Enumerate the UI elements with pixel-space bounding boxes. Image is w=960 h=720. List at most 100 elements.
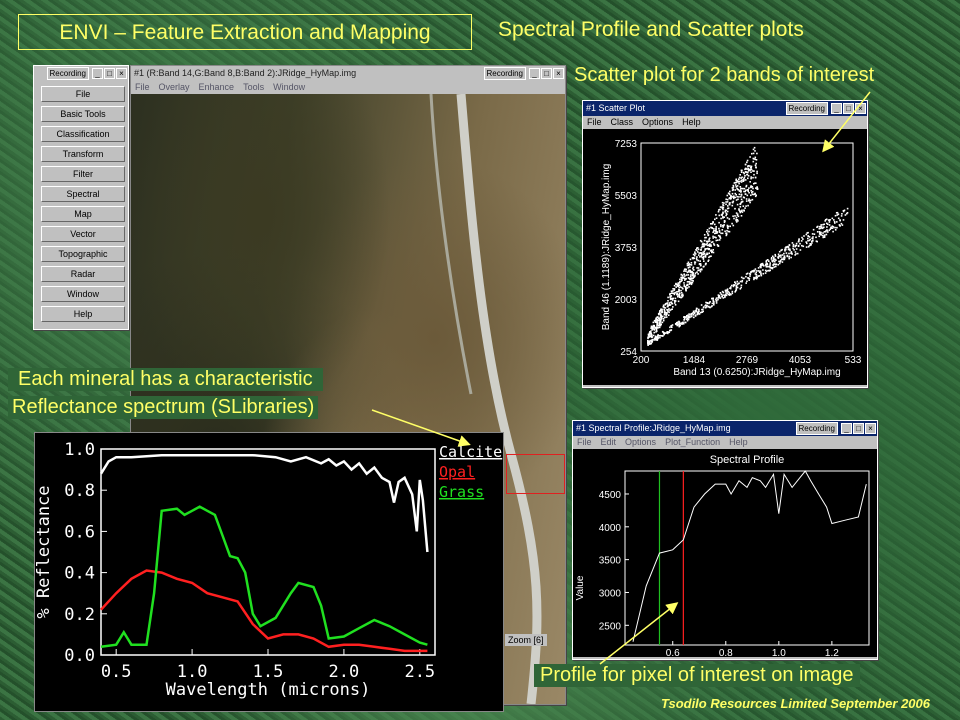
scatter-point <box>739 174 741 176</box>
menu-help[interactable]: Help <box>729 437 748 447</box>
scatter-point <box>705 301 707 304</box>
scatter-point <box>689 282 692 284</box>
scatter-point <box>647 344 649 346</box>
scatter-point <box>702 266 705 268</box>
menu-options[interactable]: Options <box>642 117 674 127</box>
scatter-point <box>747 190 749 192</box>
menu-spectral-button[interactable]: Spectral <box>41 186 125 202</box>
scatter-point <box>729 197 731 199</box>
scatter-point <box>784 250 786 252</box>
maximize-button[interactable]: □ <box>104 68 115 79</box>
recording-dropdown[interactable]: Recording <box>483 67 526 80</box>
scatter-point <box>711 223 714 225</box>
menu-file[interactable]: File <box>135 82 150 92</box>
maximize-button[interactable]: □ <box>853 423 864 434</box>
scatter-point <box>693 316 695 319</box>
menu-window[interactable]: Window <box>273 82 306 92</box>
scatter-point <box>659 334 661 337</box>
menu-edit[interactable]: Edit <box>600 437 617 447</box>
scatter-point <box>680 280 682 283</box>
scatter-point <box>826 226 828 228</box>
scatter-point <box>798 238 800 240</box>
scatter-point <box>653 326 655 328</box>
scatter-point <box>788 257 790 260</box>
menu-vector-button[interactable]: Vector <box>41 226 125 242</box>
menu-enhance[interactable]: Enhance <box>198 82 235 92</box>
minimize-button[interactable]: _ <box>92 68 103 79</box>
scatter-point <box>743 187 746 190</box>
scatter-point <box>825 222 828 225</box>
menu-map-button[interactable]: Map <box>41 206 125 222</box>
maximize-button[interactable]: □ <box>541 68 552 79</box>
maximize-button[interactable]: □ <box>843 103 854 114</box>
scatter-point <box>661 335 664 337</box>
scatter-point <box>683 268 686 271</box>
minimize-button[interactable]: _ <box>841 423 852 434</box>
scatter-point <box>681 286 683 289</box>
minimize-button[interactable]: _ <box>529 68 540 79</box>
menu-transform-button[interactable]: Transform <box>41 146 125 162</box>
scatter-point <box>647 333 650 336</box>
menu-file-button[interactable]: File <box>41 86 125 102</box>
close-button[interactable]: × <box>553 68 564 79</box>
scatter-point <box>777 263 779 266</box>
scatter-point <box>735 219 737 222</box>
scatter-point <box>772 260 774 263</box>
scatter-point <box>752 152 755 155</box>
menu-class[interactable]: Class <box>610 117 634 127</box>
scatter-point <box>721 214 723 216</box>
scatter-point <box>723 216 725 218</box>
scatter-point <box>738 180 740 183</box>
scatter-point <box>744 168 746 171</box>
zoom-window-box[interactable] <box>506 454 565 494</box>
scatter-point <box>691 279 693 282</box>
scatter-point <box>738 208 740 210</box>
menu-plot-function[interactable]: Plot_Function <box>665 437 721 447</box>
recording-dropdown[interactable]: Recording <box>785 102 828 115</box>
menu-file[interactable]: File <box>577 437 592 447</box>
menu-topographic-button[interactable]: Topographic <box>41 246 125 262</box>
spectral-profile-plot[interactable]: Spectral Profile 2500 3000 3500 4000 4500 0.6 0… <box>573 449 877 657</box>
scatter-point <box>734 215 736 217</box>
scatter-point <box>659 316 662 318</box>
scatter-point <box>739 186 742 188</box>
menu-overlay[interactable]: Overlay <box>158 82 190 92</box>
menu-file[interactable]: File <box>587 117 602 127</box>
scatter-point <box>762 264 765 266</box>
menu-filter-button[interactable]: Filter <box>41 166 125 182</box>
scatter-point <box>695 257 698 260</box>
scatter-point <box>680 289 682 292</box>
scatter-point <box>696 271 698 273</box>
menu-options[interactable]: Options <box>625 437 657 447</box>
scatter-point <box>735 284 738 287</box>
profile-menubar: File Edit Options Plot_Function Help <box>573 436 877 449</box>
scatter-point <box>701 245 704 248</box>
scatter-point <box>725 233 728 236</box>
scatter-point <box>687 261 690 264</box>
scatter-point <box>736 280 739 283</box>
minimize-button[interactable]: _ <box>831 103 842 114</box>
scatter-point <box>669 326 671 329</box>
scatter-point <box>700 247 703 249</box>
scatter-point <box>655 339 657 341</box>
scatter-point <box>681 274 684 277</box>
close-button[interactable]: × <box>865 423 876 434</box>
menu-radar-button[interactable]: Radar <box>41 266 125 282</box>
menu-window-button[interactable]: Window <box>41 286 125 302</box>
close-button[interactable]: × <box>855 103 866 114</box>
scatter-point <box>808 236 811 238</box>
menu-help-button[interactable]: Help <box>41 306 125 322</box>
menu-classification-button[interactable]: Classification <box>41 126 125 142</box>
y-tick-label: 254 <box>620 347 637 358</box>
close-button[interactable]: × <box>116 68 127 79</box>
recording-dropdown[interactable]: Recording <box>795 422 838 435</box>
menu-help[interactable]: Help <box>682 117 701 127</box>
menu-basic-tools-button[interactable]: Basic Tools <box>41 106 125 122</box>
recording-dropdown[interactable]: Recording <box>46 67 89 80</box>
scatter-point <box>823 235 825 238</box>
scatter-point <box>660 308 663 310</box>
scatter-point <box>719 206 722 208</box>
menu-tools[interactable]: Tools <box>243 82 265 92</box>
x-tick-label: 1484 <box>683 355 706 366</box>
